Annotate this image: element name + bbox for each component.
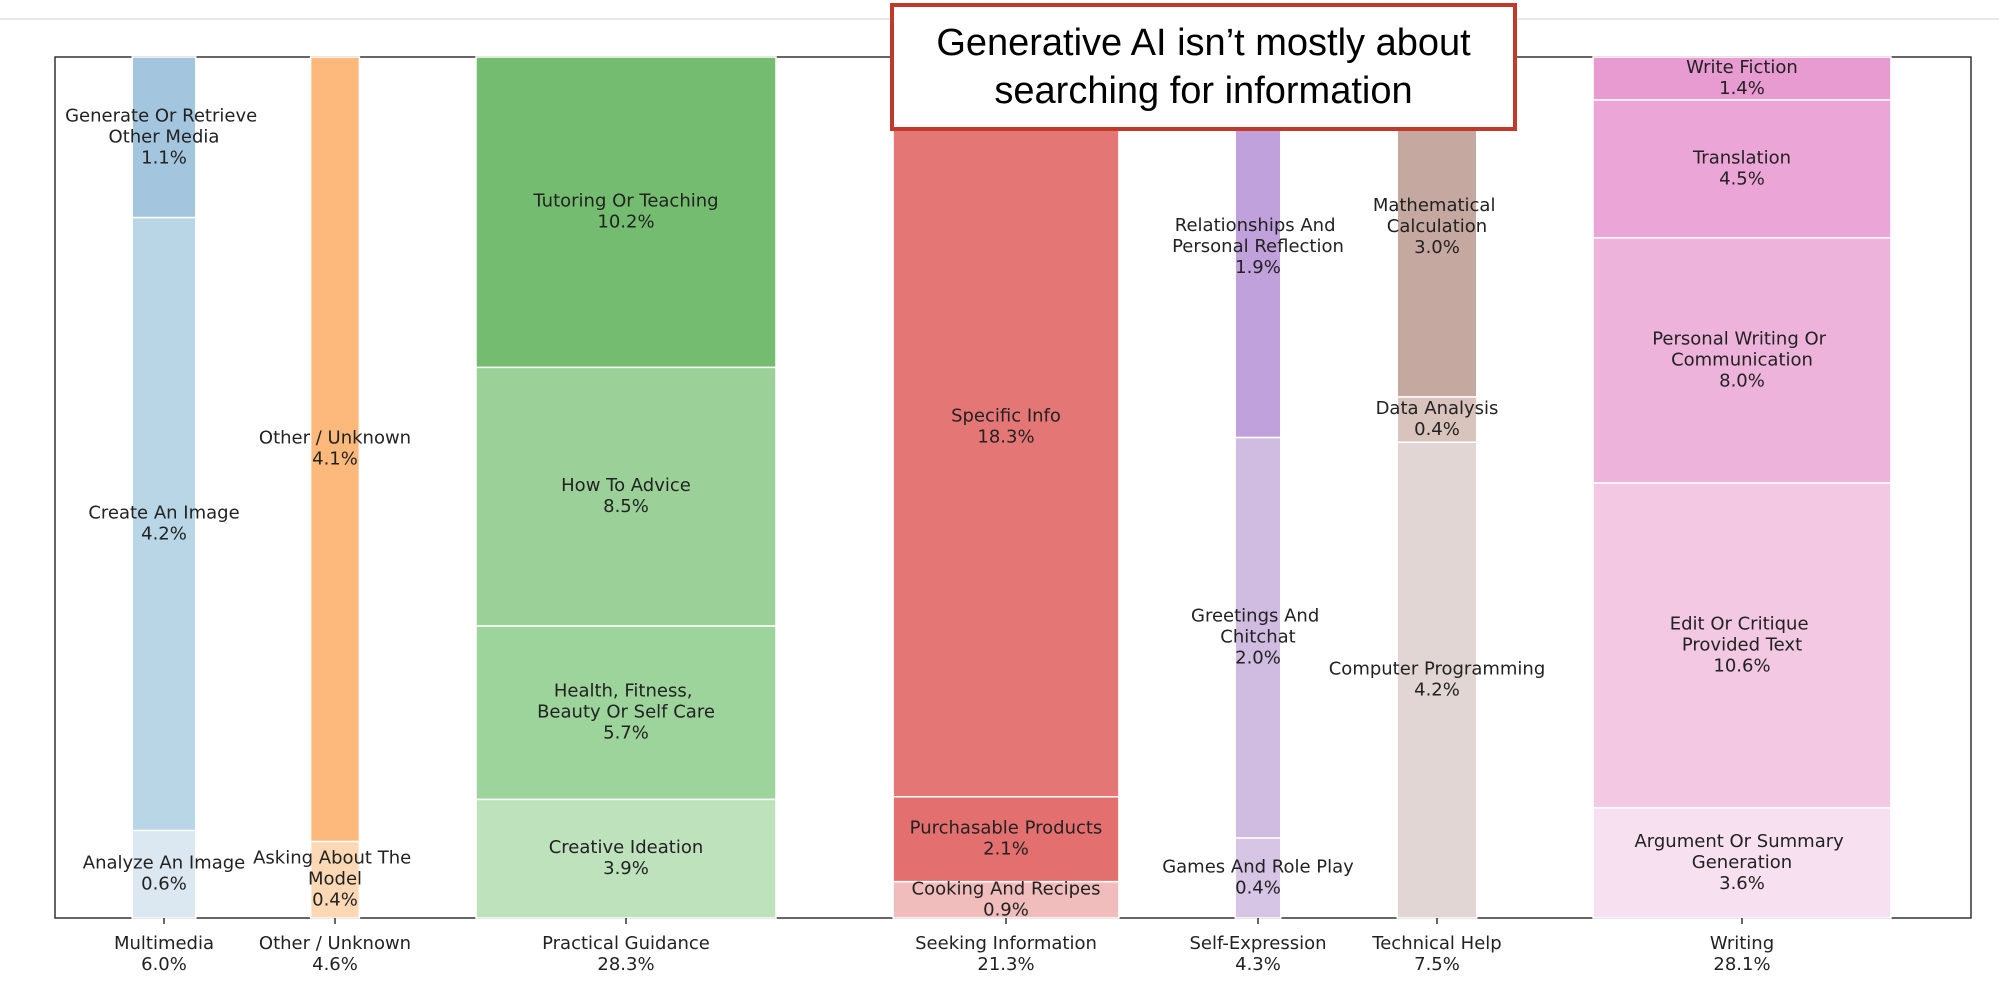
segment [475,366,777,627]
segment [892,795,1120,883]
x-tick-label: Technical Help [1371,933,1501,954]
segment-value-label: 4.5% [1719,168,1765,189]
segment-label: Asking About The Model [253,848,417,890]
segment-label: Translation [1692,147,1791,168]
segment [1592,482,1892,809]
segment [1396,441,1478,919]
segment-label: Health, Fitness, Beauty Or Self Care [537,681,715,723]
segment-value-label: 3.9% [603,858,649,879]
segment-value-label: 2.0% [1235,648,1281,669]
segment [1592,806,1892,919]
segment-value-label: 0.9% [983,899,1029,920]
segment-label: Generate Or Retrieve Other Media [65,105,263,147]
segment-label: Specific Info [951,405,1061,426]
segment-value-label: 10.2% [597,212,654,233]
segment [1592,237,1892,484]
segment-value-label: 1.9% [1235,257,1281,278]
x-tick-label: Self-Expression [1189,933,1326,954]
segment-label: How To Advice [561,475,691,496]
segment-label: Mathematical Calculation [1373,195,1501,237]
x-tick-label: Multimedia [114,933,214,954]
x-tick-label: Writing [1710,933,1774,954]
segment [1234,837,1282,919]
segment-value-label: 3.0% [1414,237,1460,258]
segment-value-label: 1.1% [141,147,187,168]
segment-label: Create An Image [88,502,239,523]
segment-value-label: 4.2% [141,523,187,544]
x-tick-label: Seeking Information [915,933,1097,954]
segment-label: Argument Or Summary Generation [1634,831,1849,873]
annotation: Generative AI isn’t mostly about searchi… [890,3,1517,131]
segment-value-label: 8.5% [603,496,649,517]
segment [892,56,1120,798]
group-value-label: 4.3% [1235,954,1281,975]
segment-value-label: 10.6% [1713,655,1770,676]
segment-label: Creative Ideation [549,837,704,858]
group-value-label: 4.6% [312,954,358,975]
segment [1234,436,1282,839]
segment-label: Other / Unknown [259,428,411,449]
group-value-label: 21.3% [977,954,1034,975]
segment-value-label: 2.1% [983,839,1029,860]
group-value-label: 28.1% [1713,954,1770,975]
group-value-label: 28.3% [597,954,654,975]
segment [1396,396,1478,443]
segment-label: Analyze An Image [83,853,245,874]
segment [1592,56,1892,101]
group-value-label: 7.5% [1414,954,1460,975]
segment [475,625,777,801]
segment-value-label: 4.1% [312,449,358,470]
segment-label: Edit Or Critique Provided Text [1670,613,1815,655]
segment [131,56,197,219]
segment-label: Greetings And Chitchat [1191,606,1325,648]
segment-value-label: 3.6% [1719,873,1765,894]
segment-value-label: 0.4% [1414,419,1460,440]
segment-label: Tutoring Or Teaching [532,191,718,212]
segment-label: Data Analysis [1376,398,1499,419]
segment-value-label: 0.4% [1235,877,1281,898]
segment-value-label: 18.3% [977,426,1034,447]
segment-value-label: 1.4% [1719,78,1765,99]
segment-label: Write Fiction [1686,57,1798,78]
segment-value-label: 5.7% [603,723,649,744]
segment [475,56,777,369]
segment [309,56,361,843]
segment [892,880,1120,919]
x-tick-label: Other / Unknown [259,933,411,954]
segment-value-label: 4.2% [1414,680,1460,701]
group-value-label: 6.0% [141,954,187,975]
segment [131,829,197,919]
segment-label: Purchasable Products [910,818,1103,839]
x-tick-label: Practical Guidance [542,933,710,954]
segment-label: Games And Role Play [1162,856,1354,877]
segment-label: Personal Writing Or Communication [1652,328,1832,370]
segment-label: Relationships And Personal Reflection [1172,215,1344,257]
segment-value-label: 0.6% [141,874,187,895]
segment-label: Computer Programming [1329,659,1546,680]
segment-value-label: 8.0% [1719,370,1765,391]
segment-label: Cooking And Recipes [912,878,1101,899]
segment [131,216,197,832]
segment-value-label: 0.4% [312,890,358,911]
